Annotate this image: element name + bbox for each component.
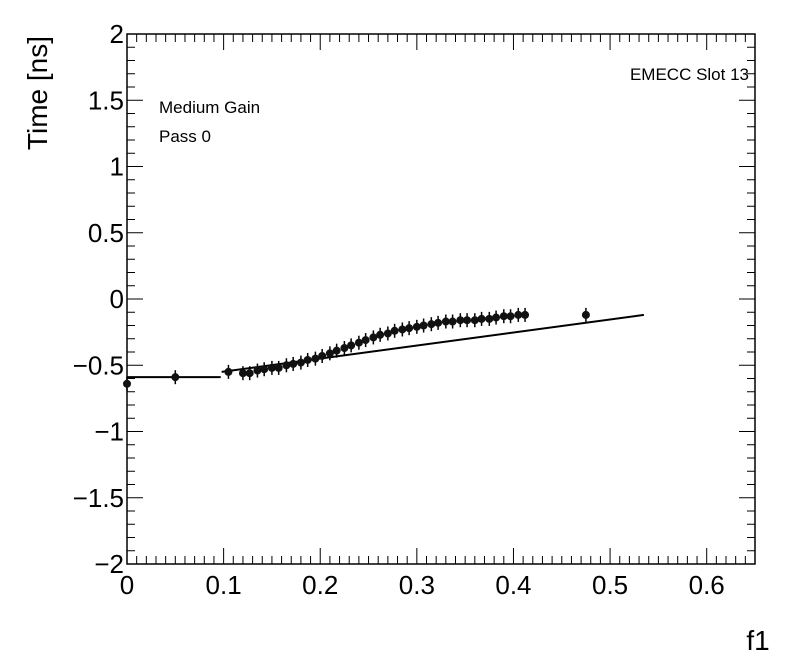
data-point (398, 325, 407, 334)
x-axis-title: f1 (746, 625, 769, 656)
data-point (245, 369, 254, 378)
y-tick-label: 1 (110, 152, 124, 182)
y-tick-labels: −2 −1.5 −1 −0.5 0 0.5 1 1.5 2 (73, 19, 124, 579)
y-tick-label: 2 (110, 19, 124, 49)
data-point (296, 358, 305, 367)
data-point (383, 329, 392, 338)
data-point (514, 310, 523, 319)
y-tick-label: 0 (110, 284, 124, 314)
data-point (282, 361, 291, 370)
data-point (318, 351, 327, 360)
data-point (506, 312, 515, 321)
data-point (332, 346, 341, 355)
data-point (412, 322, 421, 331)
data-point (456, 316, 465, 325)
data-point (274, 363, 283, 372)
data-point (463, 316, 472, 325)
data-point (253, 366, 262, 375)
data-point (477, 314, 486, 323)
y-tick-label: −1.5 (73, 483, 124, 513)
data-point (260, 365, 269, 374)
data-point (419, 321, 428, 330)
data-point (311, 354, 320, 363)
y-tick-label: −2 (94, 549, 124, 579)
data-point (347, 341, 356, 350)
tick-marks (126, 33, 756, 565)
x-tick-label: 0 (120, 570, 134, 600)
data-point (581, 310, 590, 319)
data-point (354, 338, 363, 347)
y-tick-label: −0.5 (73, 350, 124, 380)
data-point (499, 312, 508, 321)
data-point (492, 313, 501, 322)
y-axis-title: Time [ns] (22, 36, 53, 150)
data-point (448, 317, 457, 326)
data-point (224, 367, 233, 376)
y-tick-label: 0.5 (88, 218, 124, 248)
annotation-slot: EMECC Slot 13 (630, 65, 749, 84)
data-point (238, 369, 247, 378)
y-tick-label: 1.5 (88, 85, 124, 115)
data-point (340, 344, 349, 353)
data-point (521, 310, 530, 319)
y-tick-label: −1 (94, 417, 124, 447)
x-tick-label: 0.5 (592, 570, 628, 600)
data-point (289, 359, 298, 368)
data-point (441, 317, 450, 326)
annotation-gain: Medium Gain (159, 98, 260, 117)
data-point (171, 373, 180, 382)
data-point (434, 318, 443, 327)
data-point (267, 363, 276, 372)
data-point (470, 316, 479, 325)
data-point (390, 326, 399, 335)
x-tick-label: 0.2 (302, 570, 338, 600)
data-point (376, 330, 385, 339)
x-tick-label: 0.6 (689, 570, 725, 600)
x-tick-label: 0.4 (495, 570, 531, 600)
data-point (123, 379, 131, 388)
data-point (361, 336, 370, 345)
x-tick-label: 0.1 (206, 570, 242, 600)
data-point (303, 355, 312, 364)
data-point (405, 324, 414, 333)
data-points (123, 307, 590, 391)
data-point (427, 320, 436, 329)
data-point (369, 333, 378, 342)
data-point (325, 349, 334, 358)
x-tick-labels: 0 0.1 0.2 0.3 0.4 0.5 0.6 (120, 570, 725, 600)
fit-lines (127, 313, 645, 379)
data-point (485, 314, 494, 323)
x-tick-label: 0.3 (399, 570, 435, 600)
annotation-pass: Pass 0 (159, 127, 211, 146)
